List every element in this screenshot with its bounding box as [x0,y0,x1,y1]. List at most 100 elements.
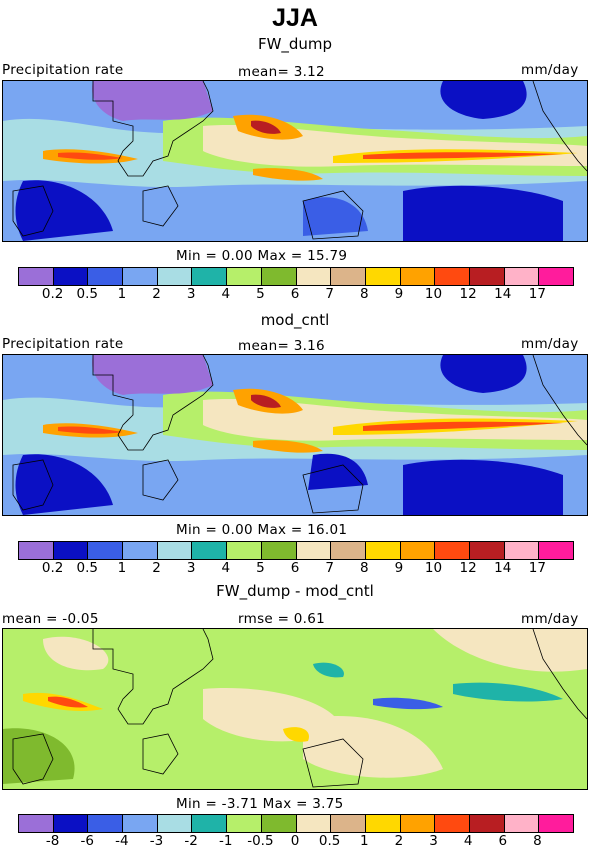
panel-3-colorbar-tick-label: -6 [80,833,94,849]
panel-1-colorbar-swatch [469,268,505,285]
panel-1-colorbar-tick-label: 7 [325,286,334,302]
panel-2-colorbar-swatch [504,542,540,559]
panel-2-colorbar-tick-label: 9 [394,560,404,576]
figure-title: JJA [272,4,318,32]
panel-3-colorbar-swatch [192,815,228,832]
panel-1-colorbar-tick-label: 5 [256,286,265,302]
panel-3-colorbar-swatch [504,815,540,832]
panel-3-colorbar-swatch [53,815,89,832]
panel-3-colorbar-tick-label: 1 [359,833,369,849]
panel-3-colorbar-tick-label: 6 [498,833,508,849]
panel-2-dry-region [440,355,527,393]
panel-1-colorbar-swatch [539,268,573,285]
panel-2-colorbar-swatch [331,542,366,559]
panel-2-colorbar-swatch [123,542,158,559]
panel-3-colorbar-swatch [435,815,470,832]
panel-1-colorbar-tick-label: 0.2 [41,286,64,302]
panel-2-dry-region [403,459,563,515]
panel-3-colorbar-tick-label: 0.5 [318,833,341,849]
panel-3-field-patch [433,629,587,672]
panel-3-colorbar-swatch [365,815,401,832]
panel-3-colorbar-tick-label: -3 [149,833,164,849]
panel-2-colorbar-tick-label: 10 [424,560,443,576]
panel-1-colorbar-swatch [192,268,228,285]
panel-2-rain-band [251,394,281,408]
panel-1-colorbar-tick-label: 3 [186,286,196,302]
panel-2-rain-band [58,426,123,434]
panel-2-colorbar-swatch [53,542,89,559]
panel-1-dry-region [15,180,113,241]
panel-3-field-patch [373,697,443,710]
panel-1-dry-region [440,81,527,119]
panel-1-colorbar-swatch [504,268,540,285]
panel-2-variable-label: Precipitation rate [2,336,124,352]
panel-3-minmax-label: Min = -3.71 Max = 3.75 [176,796,344,812]
panel-2-colorbar-tick-label: 3 [186,560,196,576]
panel-1-colorbar-tick-label: 2 [152,286,161,302]
panel-2-rain-band [363,421,563,431]
panel-2-colorbar-swatch [227,542,262,559]
panel-3-colorbar-tick-label: -4 [115,833,129,849]
panel-1-rain-band [363,152,563,159]
panel-2-units-label: mm/day [521,336,579,352]
panel-1-colorbar-tick-label: 9 [394,286,404,302]
panel-3-colorbar-swatch [331,815,366,832]
panel-3-field-patch [453,682,563,702]
panel-1-colorbar-tick-label: 10 [424,286,443,302]
panel-2-colorbar-swatch [400,542,436,559]
panel-3-colorbar-swatch [227,815,262,832]
panel-3-field-patch [48,696,88,708]
panel-1-colorbar-tick-label: 12 [459,286,477,302]
panel-3-colorbar-tick-label: 2 [394,833,404,849]
panel-3-field-patch [313,662,344,678]
panel-3-colorbar-swatch [469,815,505,832]
panel-3-colorbar-tick-label: -8 [45,833,60,849]
panel-1-colorbar-swatch [261,268,297,285]
panel-2-colorbar-swatch [296,542,332,559]
panel-3-colorbar-tick-label: 3 [429,833,438,849]
panel-2-colorbar-tick-label: 17 [528,560,546,576]
panel-1-dry-region [303,197,368,236]
panel-3-field-patch [43,636,109,671]
panel-2-colorbar-swatch [157,542,193,559]
panel-1-colorbar-swatch [53,268,89,285]
panel-2-colorbar-tick-label: 5 [256,560,265,576]
panel-2-colorbar-swatch [192,542,228,559]
panel-1-colorbar-tick-label: 8 [359,286,369,302]
panel-1-colorbar-swatch [435,268,470,285]
panel-3-colorbar-swatch [400,815,436,832]
panel-3-colorbar-swatch [88,815,124,832]
panel-1-map [2,80,588,242]
panel-2-dry-region [92,355,213,395]
panel-2-colorbar-tick-label: 0.2 [41,560,64,576]
panel-1-dry-region [403,185,563,241]
panel-2-colorbar-swatch [365,542,401,559]
panel-3-colorbar-swatch [157,815,193,832]
panel-2-subtitle: mod_cntl [260,311,330,329]
panel-3-map [2,628,588,790]
panel-2-coastlines [12,355,587,514]
panel-1-colorbar-swatch [227,268,262,285]
panel-2-dry-region [308,453,368,490]
panel-3-colorbar-tick-label: 8 [533,833,542,849]
panel-2-minmax-label: Min = 0.00 Max = 16.01 [176,522,348,538]
panel-2-colorbar-swatch [469,542,505,559]
panel-2-colorbar-swatch [19,542,54,559]
panel-3-subtitle: FW_dump - mod_cntl [216,582,374,600]
panel-1-colorbar-swatch [88,268,124,285]
panel-1-colorbar-tick-label: 4 [221,286,231,302]
panel-2-colorbar-swatch [539,542,573,559]
panel-2-dry-region [15,454,113,515]
panel-2-colorbar-swatch [261,542,297,559]
panel-2-colorbar-tick-label: 12 [459,560,477,576]
panel-1-dry-region [92,81,213,121]
panel-2-colorbar [18,541,574,560]
panel-1-rain-band [251,120,281,134]
panel-1-map-svg [3,81,587,241]
panel-1-colorbar-swatch [400,268,436,285]
panel-1-rain-band [58,152,123,160]
panel-3-field-patch [283,727,309,742]
panel-1-colorbar-swatch [296,268,332,285]
panel-1-minmax-label: Min = 0.00 Max = 15.79 [176,248,348,264]
panel-1-colorbar-tick-label: 0.5 [76,286,98,302]
